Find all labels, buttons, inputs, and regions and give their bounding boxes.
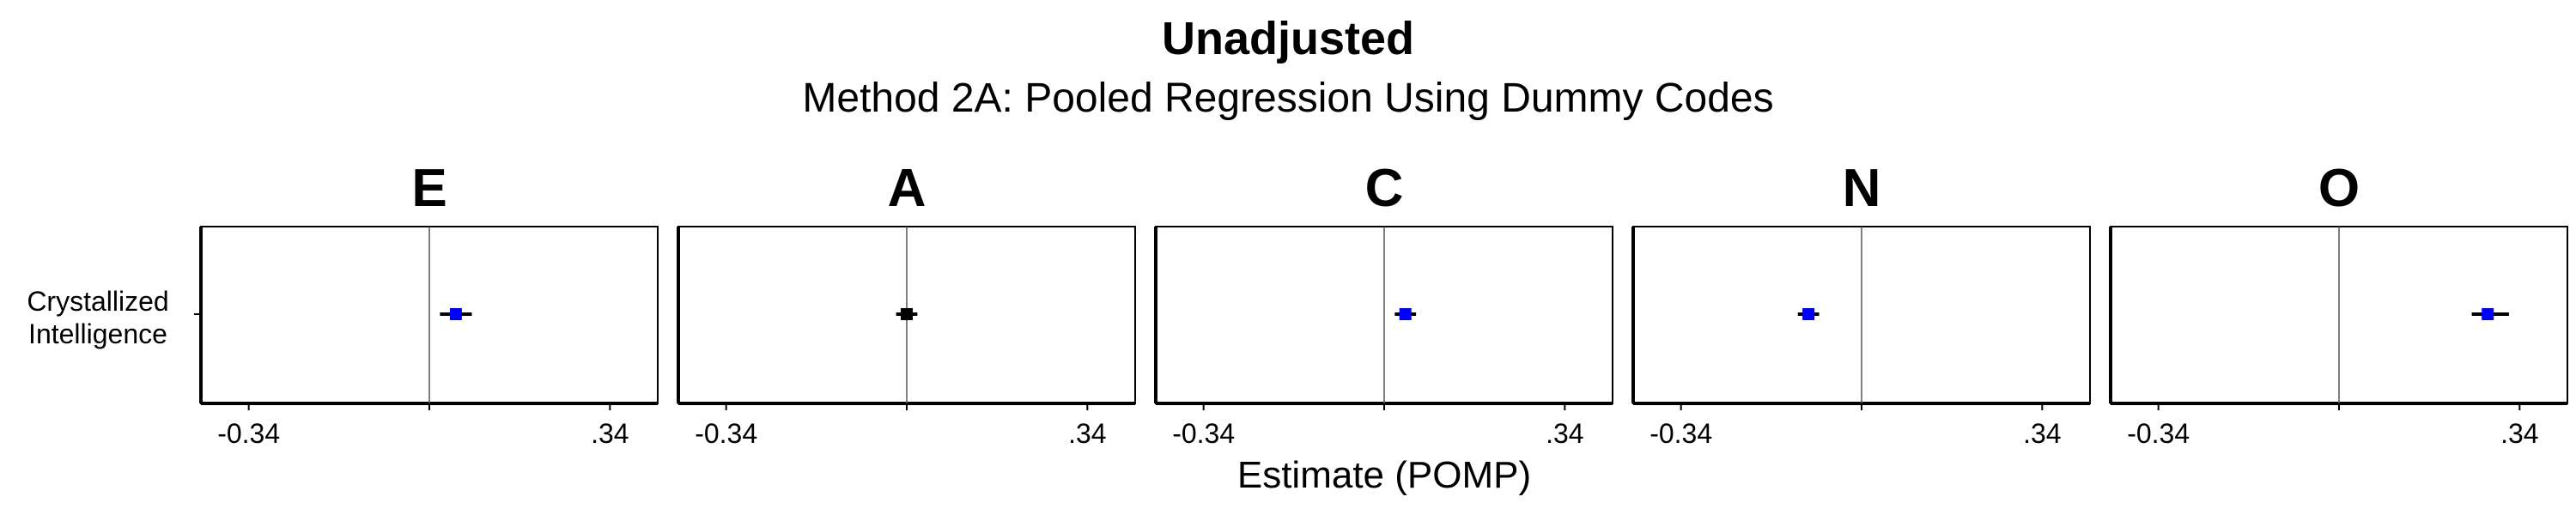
row-label: Crystallized Intelligence: [27, 286, 168, 349]
point-estimate: [1802, 308, 1815, 320]
x-tick-label: .34: [2023, 418, 2061, 449]
point-estimate: [901, 308, 913, 320]
point-estimate: [449, 308, 462, 320]
point-estimate: [2482, 308, 2494, 320]
x-axis-label: Estimate (POMP): [1236, 454, 1532, 496]
x-tick-label: .34: [2500, 418, 2538, 449]
x-tick-label: -0.34: [217, 418, 280, 449]
x-tick-label: .34: [591, 418, 629, 449]
row-label-line-1: Crystallized: [27, 286, 168, 317]
x-tick-label: .34: [1068, 418, 1106, 449]
x-tick-label: -0.34: [695, 418, 757, 449]
x-tick-label: .34: [1546, 418, 1583, 449]
panel-title: E: [411, 159, 447, 218]
x-tick-label: -0.34: [1649, 418, 1712, 449]
panel-title: N: [1843, 159, 1881, 218]
x-tick-label: -0.34: [2127, 418, 2190, 449]
panel-A: A -0.34 .34: [677, 159, 1136, 449]
panel-title: A: [888, 159, 927, 218]
panel-N: N -0.34 .34: [1631, 159, 2091, 449]
chart-subtitle: Method 2A: Pooled Regression Using Dummy…: [802, 76, 1774, 121]
panel-C: C -0.34 .34: [1154, 159, 1613, 449]
x-tick-label: -0.34: [1172, 418, 1235, 449]
chart-title: Unadjusted: [1161, 13, 1415, 64]
panels: E -0.34 .34 A -0.34 .34 C -0.34 .34 N -0.34 .34 O -0.…: [194, 159, 2568, 449]
panel-E: E -0.34 .34: [194, 159, 659, 449]
panel-title: O: [2318, 159, 2360, 218]
y-axis-label: Crystallized Intelligence: [27, 286, 168, 349]
point-estimate: [1399, 308, 1412, 320]
panel-title: C: [1365, 159, 1404, 218]
row-label-line-2: Intelligence: [28, 318, 167, 349]
panel-O: O -0.34 .34: [2109, 159, 2568, 449]
